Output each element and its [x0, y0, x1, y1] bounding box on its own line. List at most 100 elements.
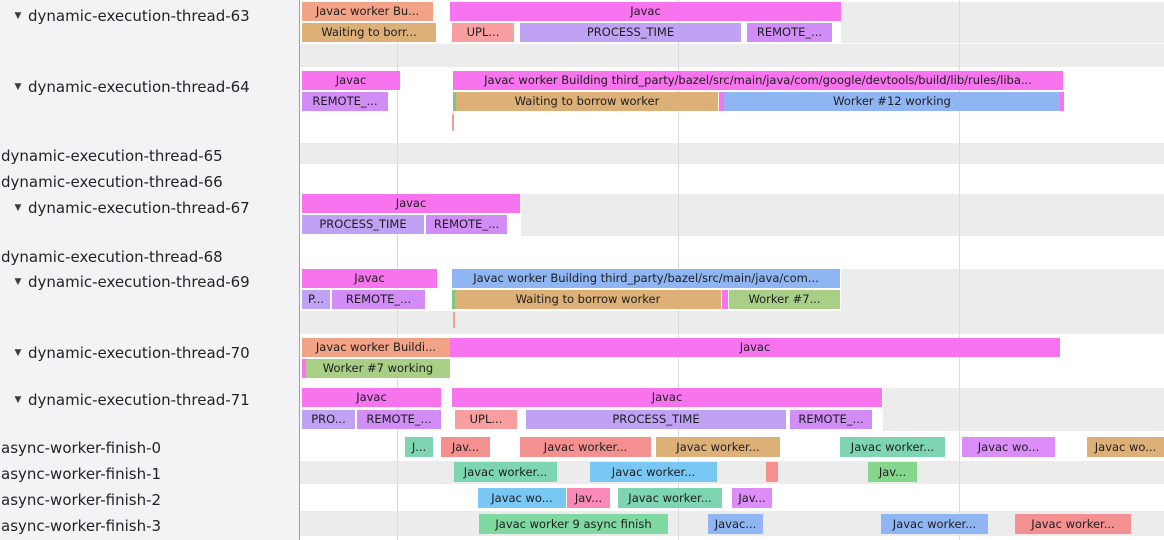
trace-event-bar[interactable] [452, 290, 456, 309]
trace-event-bar[interactable]: Javac [452, 388, 882, 407]
trace-event-bar[interactable]: PRO... [302, 410, 355, 429]
trace-event-bar[interactable]: PROCESS_TIME [526, 410, 786, 429]
trace-event-bar[interactable]: REMOTE_... [357, 410, 441, 429]
trace-event-bar[interactable]: Waiting to borrow worker [455, 290, 721, 309]
trace-event-bar[interactable]: Jav... [732, 488, 772, 508]
trace-event-bar[interactable]: UPL... [452, 23, 514, 42]
trace-event-bar[interactable]: Javac worker Buildi... [302, 338, 450, 357]
track-background-stripe [300, 44, 1164, 67]
trace-event-bar[interactable]: Javac... [708, 514, 763, 534]
expander-triangle-icon[interactable]: ▼ [14, 203, 22, 213]
trace-event-bar[interactable]: Worker #7... [729, 290, 840, 309]
trace-event-bar[interactable]: Javac worker... [590, 462, 717, 482]
trace-event-bar[interactable]: PROCESS_TIME [302, 215, 424, 234]
trace-event-bar[interactable]: Javac worker Building third_party/bazel/… [452, 269, 840, 288]
trace-event-bar[interactable]: Worker #12 working [724, 92, 1060, 111]
trace-event-bar[interactable]: Javac [450, 338, 1060, 357]
track-background-stripe [841, 2, 1164, 43]
trace-event-bar[interactable]: REMOTE_... [332, 290, 425, 309]
time-gridline [959, 0, 960, 540]
trace-event-bar[interactable]: Javac worker Bu... [302, 2, 433, 21]
track-label: dynamic-execution-thread-67 [28, 199, 250, 217]
trace-event-bar[interactable]: Javac [302, 388, 441, 407]
track-label-row[interactable]: ▼ dynamic-execution-thread-70 [0, 343, 299, 363]
trace-event-bar[interactable]: Javac [302, 71, 400, 90]
trace-event-bar[interactable]: Javac worker... [454, 462, 557, 482]
track-label-row[interactable]: ▼ dynamic-execution-thread-64 [0, 77, 299, 97]
track-label: dynamic-execution-thread-66 [1, 173, 223, 191]
track-label-row[interactable]: async-worker-finish-1 [0, 464, 299, 484]
trace-event-bar[interactable]: REMOTE_... [747, 23, 832, 42]
track-label-panel: ▼ dynamic-execution-thread-63 ▼ dynamic-exe… [0, 0, 300, 540]
trace-event-bar[interactable] [1060, 92, 1064, 111]
trace-event-bar[interactable]: Jav... [868, 462, 917, 482]
trace-event-bar[interactable]: REMOTE_... [790, 410, 872, 429]
track-label-row[interactable]: ▼ dynamic-execution-thread-63 [0, 6, 299, 26]
trace-event-bar[interactable]: Worker #7 working [306, 359, 450, 378]
trace-event-bar[interactable]: P... [302, 290, 330, 309]
trace-event-bar[interactable] [766, 462, 778, 482]
trace-event-bar[interactable] [722, 290, 728, 309]
trace-event-bar[interactable] [719, 92, 724, 111]
track-label-row[interactable]: ▼ dynamic-execution-thread-67 [0, 198, 299, 218]
trace-event-bar[interactable]: Javac worker... [618, 488, 722, 508]
trace-event-bar[interactable] [453, 92, 457, 111]
expander-triangle-icon[interactable]: ▼ [14, 395, 22, 405]
track-label: async-worker-finish-1 [1, 465, 162, 483]
track-label: async-worker-finish-2 [1, 491, 162, 509]
timeline-canvas[interactable]: Javac worker Bu... Javac Waiting to borr..… [300, 0, 1164, 540]
trace-event-bar[interactable]: REMOTE_... [302, 92, 388, 111]
trace-event-bar[interactable]: PROCESS_TIME [520, 23, 741, 42]
track-label-row[interactable]: dynamic-execution-thread-66 [0, 172, 299, 192]
track-label: dynamic-execution-thread-68 [1, 248, 223, 266]
trace-event-bar[interactable]: Javac [302, 194, 520, 213]
track-background-stripe [300, 311, 1164, 334]
track-background-stripe [300, 461, 1164, 484]
trace-event-bar[interactable]: Javac wo... [1087, 437, 1164, 457]
track-label: dynamic-execution-thread-63 [28, 7, 250, 25]
trace-event-bar[interactable]: Javac wo... [962, 437, 1055, 457]
track-label: async-worker-finish-3 [1, 517, 162, 535]
trace-event-bar[interactable]: REMOTE_... [426, 215, 507, 234]
track-label-row[interactable]: dynamic-execution-thread-68 [0, 247, 299, 267]
track-background-stripe [883, 388, 1164, 431]
track-label-row[interactable]: async-worker-finish-0 [0, 438, 299, 458]
track-label: dynamic-execution-thread-70 [28, 344, 250, 362]
trace-event-bar[interactable]: Waiting to borr... [302, 23, 436, 42]
trace-event-bar[interactable]: Javac wo... [478, 488, 566, 508]
trace-event-bar[interactable]: UPL... [455, 410, 517, 429]
track-label-row[interactable]: async-worker-finish-2 [0, 490, 299, 510]
trace-event-bar[interactable] [302, 359, 306, 378]
trace-event-bar[interactable]: Waiting to borrow worker [456, 92, 718, 111]
trace-event-bar[interactable]: Javac worker... [520, 437, 651, 457]
track-background-stripe [300, 143, 1164, 164]
track-label: dynamic-execution-thread-69 [28, 273, 250, 291]
trace-event-bar[interactable]: Javac [450, 2, 841, 21]
track-background-stripe [841, 269, 1164, 311]
trace-event-bar[interactable]: J... [405, 437, 433, 457]
track-background-stripe [521, 194, 1164, 236]
expander-triangle-icon[interactable]: ▼ [14, 82, 22, 92]
expander-triangle-icon[interactable]: ▼ [14, 348, 22, 358]
trace-event-bar[interactable]: Javac worker... [881, 514, 988, 534]
instant-event-tick[interactable] [452, 114, 454, 131]
instant-event-tick[interactable] [453, 312, 455, 328]
track-label-row[interactable]: dynamic-execution-thread-65 [0, 146, 299, 166]
track-label: async-worker-finish-0 [1, 439, 162, 457]
trace-event-bar[interactable]: Jav... [441, 437, 490, 457]
trace-event-bar[interactable]: Javac worker... [1015, 514, 1131, 534]
trace-event-bar[interactable]: Javac worker... [840, 437, 945, 457]
trace-event-bar[interactable]: Javac worker 9 async finish [479, 514, 668, 534]
expander-triangle-icon[interactable]: ▼ [14, 277, 22, 287]
track-label-row[interactable]: async-worker-finish-3 [0, 516, 299, 536]
trace-event-bar[interactable]: Javac [302, 269, 437, 288]
expander-triangle-icon[interactable]: ▼ [14, 11, 22, 21]
trace-event-bar[interactable]: Javac worker Building third_party/bazel/… [453, 71, 1063, 90]
trace-event-bar[interactable]: Javac worker... [656, 437, 780, 457]
track-label-row[interactable]: ▼ dynamic-execution-thread-71 [0, 390, 299, 410]
track-label: dynamic-execution-thread-71 [28, 391, 250, 409]
track-label: dynamic-execution-thread-65 [1, 147, 223, 165]
track-label-row[interactable]: ▼ dynamic-execution-thread-69 [0, 272, 299, 292]
trace-event-bar[interactable]: Jav... [567, 488, 610, 508]
